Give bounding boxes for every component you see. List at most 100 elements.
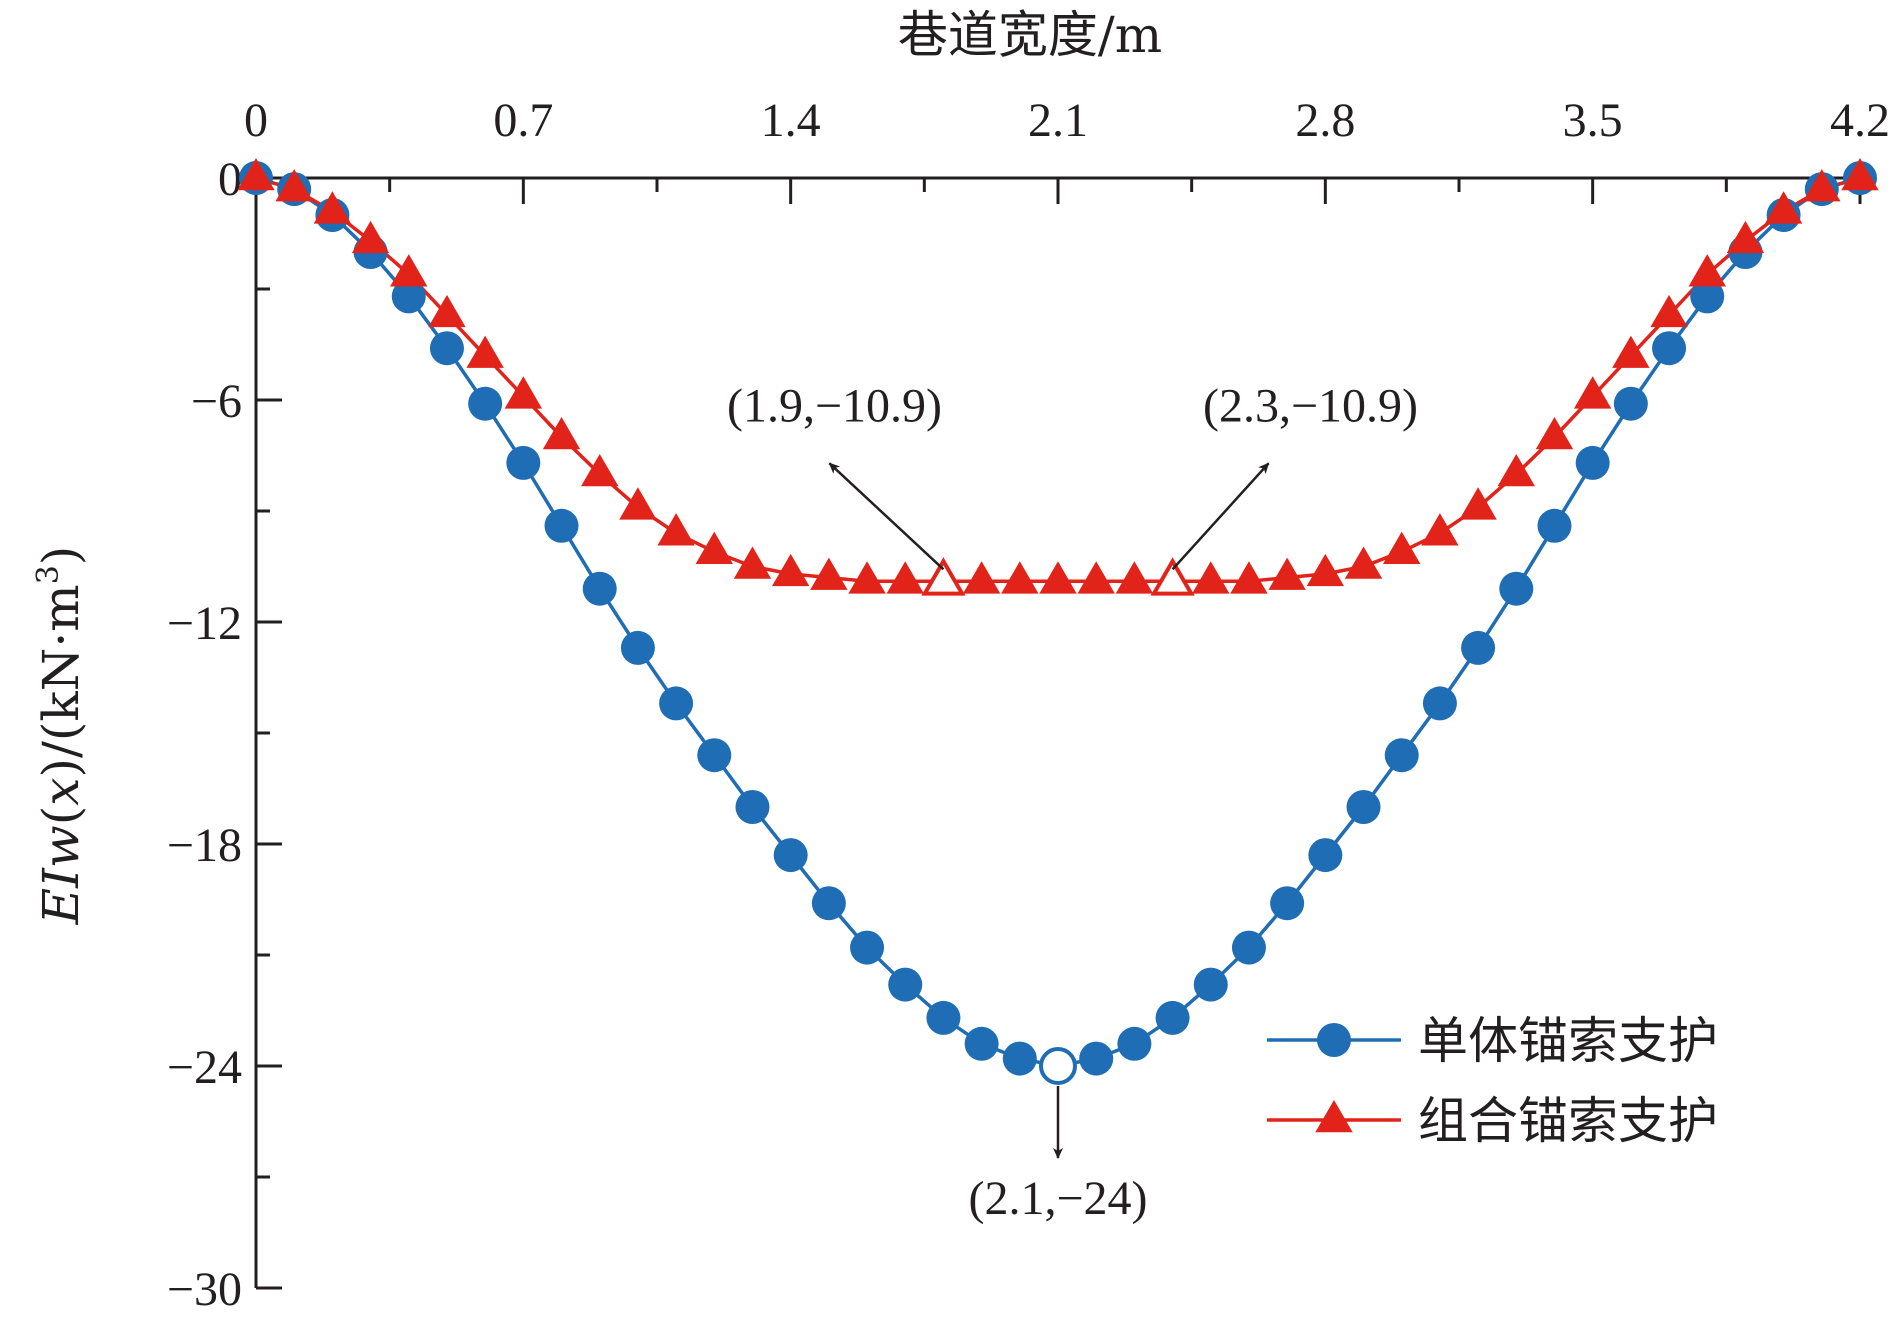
y-axis-title-end: )	[32, 546, 90, 566]
data-point	[1803, 169, 1841, 202]
data-point	[657, 513, 695, 546]
data-point	[1002, 1041, 1037, 1076]
data-point	[735, 790, 770, 824]
data-point	[1231, 930, 1266, 965]
data-point	[1117, 1026, 1152, 1061]
annotation-arrow	[1171, 462, 1270, 571]
data-point	[848, 561, 886, 594]
annotation-label: (1.9,−10.9)	[727, 379, 942, 432]
data-point	[351, 220, 390, 254]
annotation-label: (2.3,−10.9)	[1203, 379, 1418, 432]
data-point	[1650, 294, 1688, 328]
data-point	[695, 531, 733, 564]
series-line-0	[255, 176, 1861, 1068]
data-point	[544, 508, 579, 543]
data-point	[1383, 531, 1421, 564]
data-point	[466, 335, 504, 368]
y-tick-label: −30	[167, 1263, 242, 1316]
highlight-point	[1039, 1047, 1077, 1085]
y-tick-label: 0	[218, 153, 242, 206]
y-tick-label: −18	[167, 819, 242, 872]
annotations: (1.9,−10.9) (2.3,−10.9) (2.1,−24)	[727, 379, 1418, 1225]
data-point	[697, 738, 732, 773]
data-point	[275, 169, 313, 202]
data-point	[1688, 254, 1726, 287]
data-point	[1344, 546, 1383, 579]
data-point	[391, 279, 426, 314]
annotation-arrow	[828, 462, 945, 571]
data-point	[1192, 561, 1230, 594]
data-point	[733, 546, 772, 579]
x-tick-label: 2.1	[1028, 94, 1088, 147]
data-point	[1726, 220, 1765, 254]
data-point	[1306, 553, 1345, 587]
data-point	[1039, 561, 1077, 594]
data-point	[659, 686, 694, 721]
data-point	[773, 838, 808, 873]
data-point	[962, 561, 1001, 594]
data-point	[390, 254, 428, 287]
data-point	[542, 416, 581, 450]
legend-label-1: 组合锚索支护	[1418, 1092, 1718, 1150]
data-point	[1115, 561, 1154, 594]
y-axis-title-var: x	[32, 778, 90, 806]
data-point	[237, 157, 275, 191]
legend-label-0: 单体锚索支护	[1418, 1012, 1718, 1070]
data-point	[1155, 1000, 1190, 1035]
data-point	[964, 1026, 999, 1061]
y-axis-title-sup: 3	[31, 565, 66, 584]
data-point	[506, 445, 541, 480]
data-point	[1193, 967, 1228, 1002]
data-point	[582, 571, 617, 606]
data-point	[1764, 191, 1803, 224]
y-tick-label: −6	[191, 375, 242, 428]
data-point	[1001, 561, 1039, 594]
data-point	[1690, 279, 1725, 314]
data-point	[1459, 487, 1497, 520]
y-axis-title: EIw(x)/(kN·m3)	[31, 546, 90, 926]
y-tick-label: −24	[167, 1041, 242, 1094]
data-point	[1613, 386, 1648, 421]
x-tick-label: 1.4	[761, 94, 821, 147]
data-point	[313, 191, 352, 224]
data-point	[1535, 416, 1574, 450]
data-point	[1422, 686, 1457, 721]
data-point	[810, 557, 848, 590]
x-axis-title: 巷道宽度/m	[898, 6, 1162, 64]
data-point	[468, 386, 503, 421]
x-tick-label: 2.8	[1295, 94, 1355, 147]
axes: 0 0.7 1.4 2.1 2.8 3.5 4.2 0 −6 −12 −18 −24 −30	[167, 94, 1890, 1316]
data-point	[1612, 335, 1650, 368]
data-point	[1537, 508, 1572, 543]
data-point	[1079, 1041, 1114, 1076]
y-axis-title-italic: EIw	[32, 825, 90, 925]
data-point	[429, 331, 464, 366]
data-point	[1308, 838, 1343, 873]
y-tick-label: −12	[167, 597, 242, 650]
x-tick-label: 3.5	[1563, 94, 1623, 147]
data-point	[811, 886, 846, 921]
series-lines	[255, 176, 1861, 1068]
data-point	[619, 487, 657, 520]
data-point	[1497, 453, 1535, 487]
data-point	[1421, 513, 1459, 546]
data-point	[1077, 561, 1115, 594]
x-tick-label: 0.7	[493, 94, 553, 147]
annotation-label: (2.1,−24)	[968, 1172, 1147, 1225]
data-point	[1575, 445, 1610, 480]
data-point	[504, 376, 543, 409]
data-point	[926, 1000, 961, 1035]
data-point	[1573, 376, 1612, 409]
data-point	[1270, 886, 1305, 921]
data-point	[1346, 790, 1381, 824]
data-point	[771, 553, 810, 587]
y-axis-title-close: )	[32, 758, 90, 778]
series-line-1	[255, 176, 1861, 584]
data-point	[1384, 738, 1419, 773]
data-point	[428, 294, 466, 328]
data-point	[581, 453, 619, 487]
highlight-point	[1150, 557, 1195, 596]
legend-marker-1	[1315, 1099, 1353, 1133]
